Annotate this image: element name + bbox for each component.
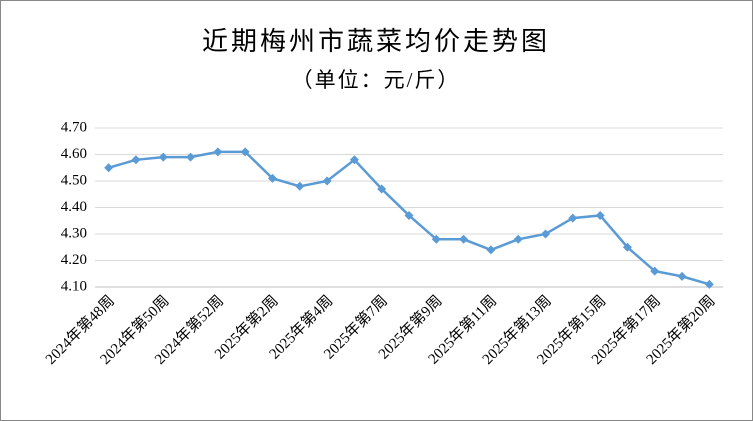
data-point bbox=[568, 213, 578, 223]
data-point bbox=[322, 176, 332, 186]
data-point bbox=[267, 173, 277, 183]
data-point bbox=[704, 279, 714, 289]
data-point bbox=[459, 234, 469, 244]
data-point bbox=[404, 210, 414, 220]
data-point bbox=[158, 152, 168, 162]
data-point bbox=[677, 271, 687, 281]
y-tick-label: 4.60 bbox=[61, 146, 87, 162]
data-point bbox=[349, 155, 359, 165]
data-point bbox=[186, 152, 196, 162]
y-tick-label: 4.50 bbox=[61, 172, 87, 188]
y-tick-label: 4.30 bbox=[61, 225, 87, 241]
data-point bbox=[541, 229, 551, 239]
y-tick-label: 4.20 bbox=[61, 252, 87, 268]
data-point bbox=[131, 155, 141, 165]
y-tick-label: 4.70 bbox=[61, 119, 87, 135]
data-point bbox=[295, 181, 305, 191]
data-point bbox=[377, 184, 387, 194]
data-point bbox=[104, 163, 114, 173]
chart-subtitle: （单位：元/斤） bbox=[292, 68, 461, 92]
data-point bbox=[431, 234, 441, 244]
y-tick-label: 4.40 bbox=[61, 199, 87, 215]
data-point bbox=[213, 147, 223, 157]
y-tick-label: 4.10 bbox=[61, 278, 87, 294]
data-point bbox=[240, 147, 250, 157]
data-point bbox=[650, 266, 660, 276]
data-point bbox=[486, 245, 496, 255]
data-point bbox=[513, 234, 523, 244]
data-point bbox=[595, 210, 605, 220]
chart-title: 近期梅州市蔬菜均价走势图 bbox=[202, 27, 550, 56]
data-point bbox=[622, 242, 632, 252]
